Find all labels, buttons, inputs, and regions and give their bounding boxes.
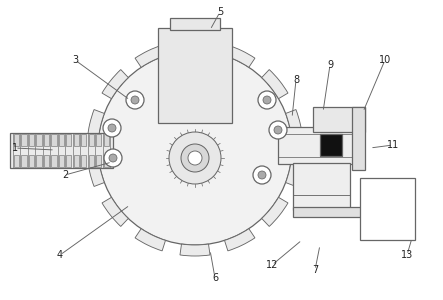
- Wedge shape: [135, 229, 166, 251]
- Bar: [293, 163, 350, 210]
- Bar: [29, 155, 34, 167]
- Bar: [313, 107, 365, 132]
- Bar: [36, 134, 42, 146]
- Text: 11: 11: [387, 140, 399, 150]
- Circle shape: [169, 132, 221, 184]
- Wedge shape: [102, 70, 128, 99]
- Wedge shape: [286, 110, 303, 140]
- Bar: [74, 155, 79, 167]
- Bar: [10, 133, 113, 168]
- Text: 1: 1: [12, 143, 18, 153]
- Wedge shape: [225, 229, 255, 251]
- Bar: [36, 155, 42, 167]
- Bar: [104, 134, 109, 146]
- Wedge shape: [180, 40, 210, 52]
- Circle shape: [258, 91, 276, 109]
- Bar: [21, 155, 27, 167]
- Circle shape: [253, 166, 271, 184]
- Bar: [293, 207, 365, 217]
- Bar: [81, 134, 86, 146]
- Text: 2: 2: [62, 170, 68, 180]
- Wedge shape: [87, 156, 105, 187]
- Bar: [320, 134, 342, 156]
- Text: 7: 7: [312, 265, 318, 275]
- Bar: [104, 155, 109, 167]
- Circle shape: [269, 121, 287, 139]
- Circle shape: [98, 51, 292, 245]
- Bar: [360, 178, 415, 240]
- Bar: [51, 155, 57, 167]
- Wedge shape: [225, 45, 255, 67]
- Wedge shape: [102, 197, 128, 226]
- Bar: [44, 134, 49, 146]
- Text: 3: 3: [72, 55, 78, 65]
- Circle shape: [109, 154, 117, 162]
- Text: 12: 12: [266, 260, 278, 270]
- Bar: [81, 155, 86, 167]
- Bar: [59, 155, 64, 167]
- Bar: [89, 134, 94, 146]
- Bar: [352, 107, 365, 170]
- Bar: [96, 155, 101, 167]
- Bar: [74, 134, 79, 146]
- Circle shape: [274, 126, 282, 134]
- Circle shape: [181, 144, 209, 172]
- Bar: [66, 155, 71, 167]
- Wedge shape: [87, 110, 105, 140]
- Bar: [29, 134, 34, 146]
- Bar: [21, 134, 27, 146]
- Bar: [44, 155, 49, 167]
- Text: 9: 9: [327, 60, 333, 70]
- Bar: [14, 134, 19, 146]
- Circle shape: [108, 124, 116, 132]
- Circle shape: [104, 149, 122, 167]
- Bar: [96, 134, 101, 146]
- Circle shape: [126, 91, 144, 109]
- Bar: [278, 127, 358, 164]
- Text: 13: 13: [401, 250, 413, 260]
- Text: 6: 6: [212, 273, 218, 283]
- Circle shape: [263, 96, 271, 104]
- Text: 5: 5: [217, 7, 223, 17]
- Circle shape: [258, 171, 266, 179]
- Wedge shape: [262, 70, 288, 99]
- Bar: [51, 134, 57, 146]
- Bar: [14, 155, 19, 167]
- Bar: [170, 18, 220, 30]
- Wedge shape: [262, 197, 288, 226]
- Circle shape: [131, 96, 139, 104]
- Bar: [158, 28, 232, 123]
- Circle shape: [103, 119, 121, 137]
- Text: 4: 4: [57, 250, 63, 260]
- Circle shape: [188, 151, 202, 165]
- Bar: [66, 134, 71, 146]
- Text: 8: 8: [293, 75, 299, 85]
- Wedge shape: [135, 45, 166, 67]
- Wedge shape: [180, 244, 210, 256]
- Bar: [59, 134, 64, 146]
- Wedge shape: [286, 156, 303, 187]
- Bar: [89, 155, 94, 167]
- Text: 10: 10: [379, 55, 391, 65]
